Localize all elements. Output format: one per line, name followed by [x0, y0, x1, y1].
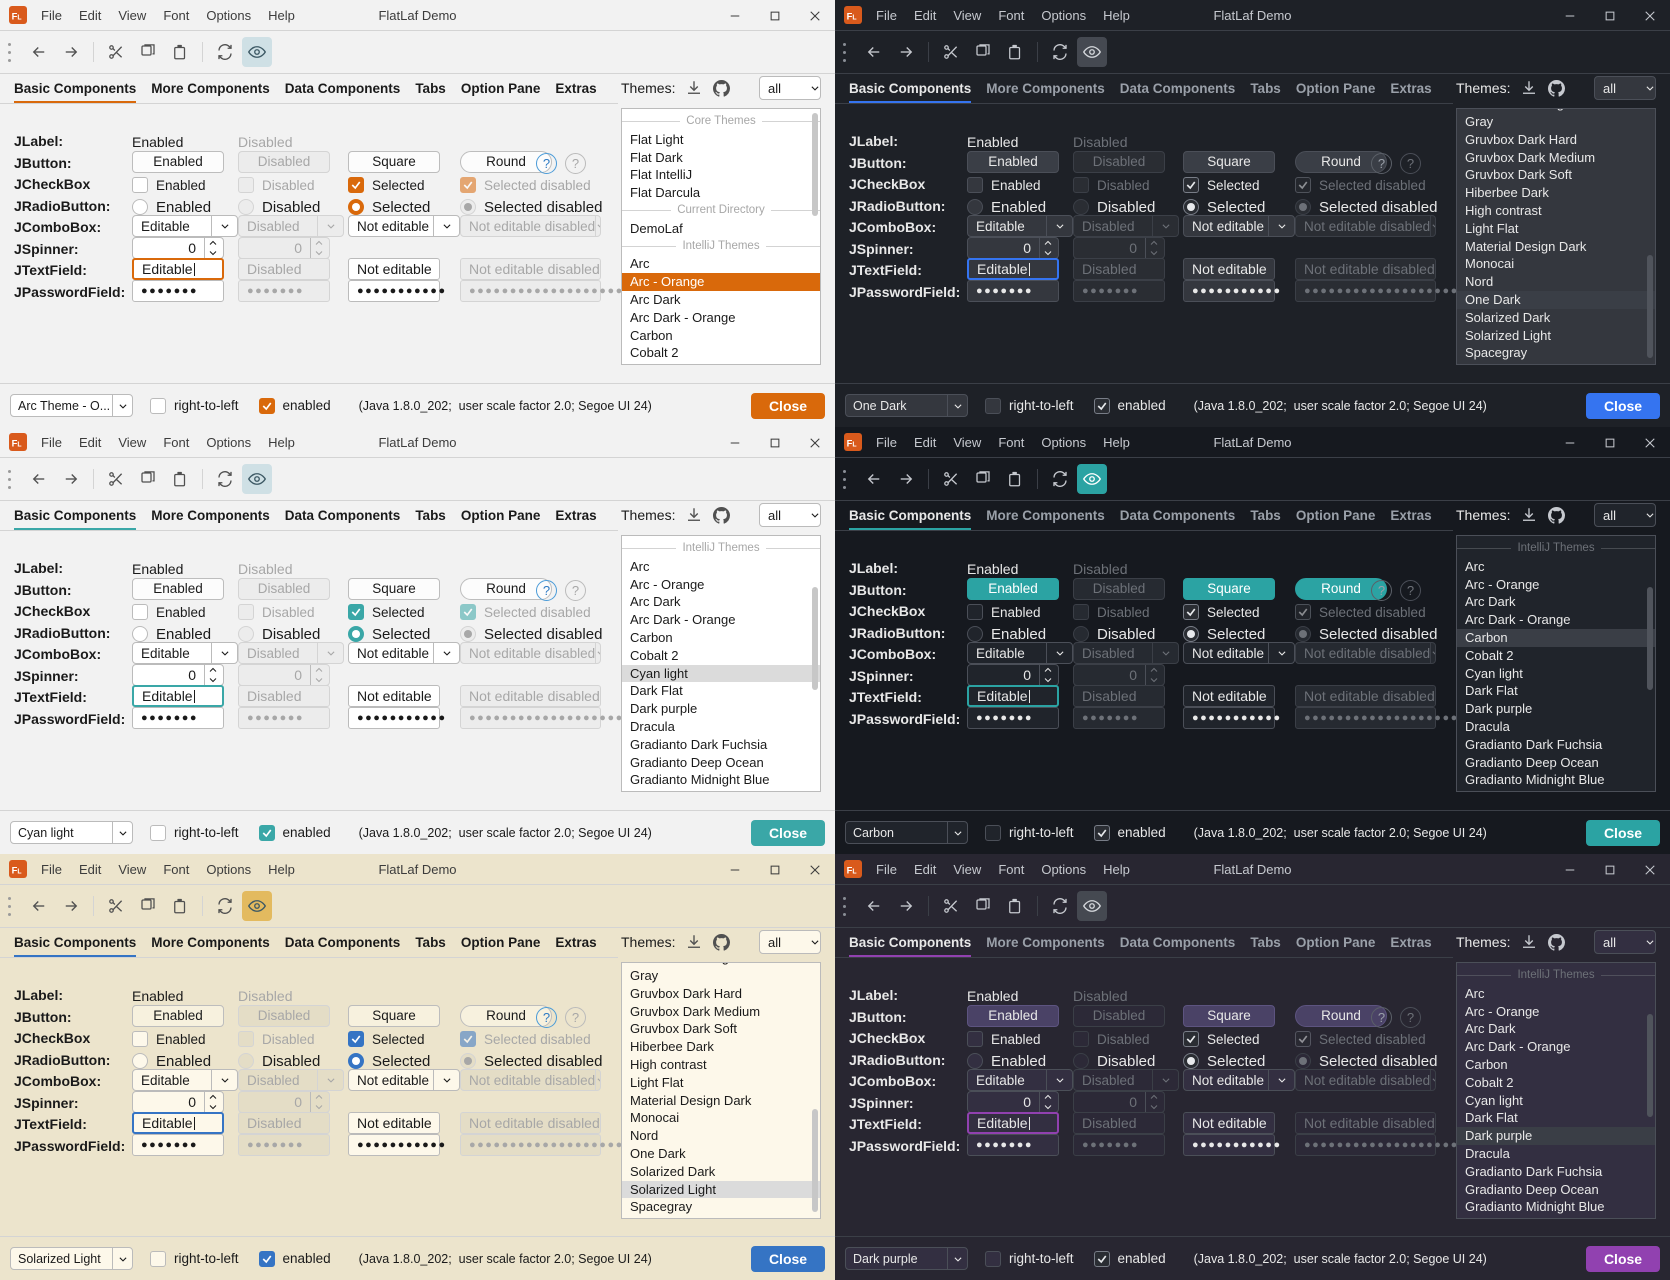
svg-text:FL: FL [846, 865, 856, 875]
svg-text:FL: FL [846, 438, 856, 448]
svg-text:FL: FL [11, 865, 21, 875]
svg-text:FL: FL [11, 438, 21, 448]
svg-text:FL: FL [11, 11, 21, 21]
svg-text:FL: FL [846, 11, 856, 21]
